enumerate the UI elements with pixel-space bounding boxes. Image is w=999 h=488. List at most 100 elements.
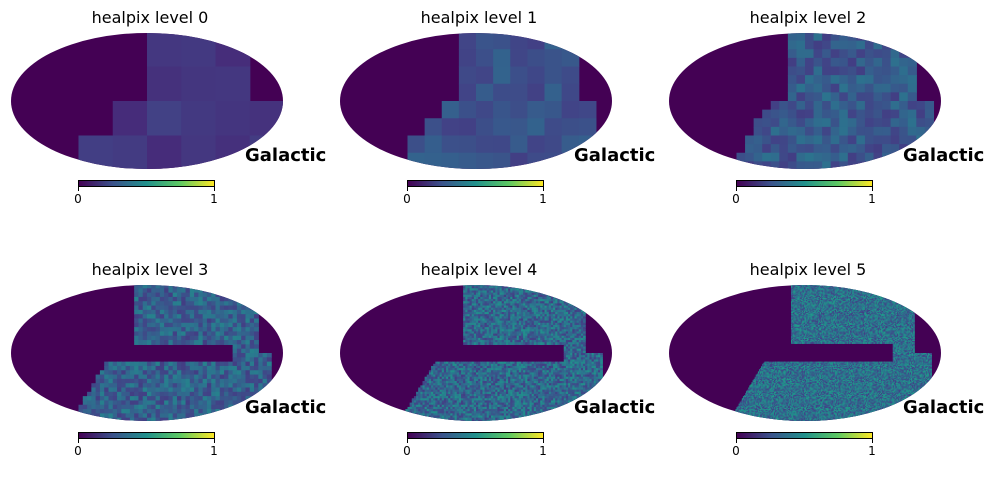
map-cell: [452, 389, 456, 393]
map-cell: [478, 292, 481, 296]
map-cell: [531, 400, 535, 404]
map-cell: [580, 335, 584, 339]
map-cell: [497, 318, 501, 322]
map-cell: [595, 357, 599, 361]
map-cell: [557, 288, 561, 292]
map-cell: [563, 301, 567, 305]
map-cell: [409, 406, 413, 410]
map-cell: [198, 361, 204, 367]
map-cell: [467, 393, 471, 397]
map-cell: [416, 396, 419, 399]
map-cell: [495, 391, 499, 395]
map-cell: [529, 391, 533, 395]
map-cell: [570, 350, 573, 354]
map-cell: [476, 101, 494, 119]
map-cell: [518, 303, 522, 307]
map-cell: [224, 370, 229, 376]
map-cell: [548, 320, 552, 324]
map-cell: [433, 400, 436, 404]
map-cell: [461, 402, 464, 406]
map-cell: [424, 387, 428, 391]
map-cell: [550, 337, 554, 341]
map-cell: [198, 374, 204, 380]
map-cell: [529, 286, 533, 289]
map-cell: [510, 296, 513, 300]
map-cell: [420, 385, 424, 389]
map-cell: [572, 299, 576, 302]
map-cell: [745, 135, 755, 145]
map-cell: [540, 378, 543, 382]
map-cell: [147, 383, 152, 389]
map-cell: [546, 316, 550, 320]
map-cell: [463, 327, 466, 330]
map-cell: [437, 378, 441, 382]
map-cell: [219, 327, 225, 333]
map-cell: [469, 294, 473, 298]
map-cell: [463, 389, 466, 393]
map-cell: [580, 294, 584, 298]
map-cell: [580, 385, 584, 389]
map-cell: [215, 285, 221, 289]
map-cell: [580, 387, 584, 391]
map-cell: [555, 396, 558, 399]
map-cell: [550, 314, 554, 317]
map-cell: [523, 324, 526, 328]
map-cell: [108, 387, 114, 393]
map-cell: [550, 305, 554, 309]
map-cell: [476, 331, 479, 335]
map-cell: [463, 296, 466, 300]
map-cell: [490, 285, 494, 287]
map-cell: [219, 331, 225, 337]
map-cell: [890, 161, 900, 169]
map-cell: [112, 409, 118, 414]
map-cell: [856, 92, 866, 102]
map-cell: [787, 75, 798, 85]
map-cell: [561, 101, 580, 119]
map-cell: [172, 383, 178, 389]
map-cell: [565, 331, 569, 335]
map-cell: [576, 286, 580, 289]
map-cell: [155, 413, 161, 419]
map-cell: [527, 316, 531, 320]
map-cell: [561, 363, 565, 367]
map-cell: [463, 340, 466, 343]
map-cell: [206, 365, 212, 371]
map-cell: [484, 327, 488, 330]
map-cell: [476, 314, 479, 317]
map-cell: [473, 329, 477, 333]
map-cell: [456, 400, 460, 404]
map-cell: [490, 406, 494, 410]
map-cell: [211, 365, 217, 371]
map-cell: [574, 350, 578, 354]
map-cell: [129, 378, 135, 384]
map-cell: [510, 303, 513, 307]
map-cell: [185, 309, 191, 315]
map-cell: [516, 309, 520, 313]
map-cell: [576, 363, 580, 367]
map-cell: [499, 314, 503, 317]
map-cell: [546, 314, 550, 317]
map-cell: [125, 374, 131, 380]
map-cell: [508, 378, 511, 382]
map-cell: [241, 331, 247, 337]
map-cell: [503, 324, 507, 328]
map-cell: [484, 378, 488, 382]
map-cell: [510, 135, 528, 154]
map-cell: [448, 383, 451, 386]
map-cell: [486, 322, 490, 326]
map-cell: [533, 402, 537, 406]
map-cell: [441, 396, 445, 399]
map-cell: [125, 370, 131, 376]
map-cell: [531, 331, 535, 335]
map-cell: [540, 398, 543, 402]
map-cell: [510, 404, 513, 408]
map-cell: [563, 357, 567, 361]
map-cell: [572, 285, 576, 287]
map-cell: [249, 365, 255, 371]
map-cell: [185, 404, 191, 410]
map-cell: [262, 387, 268, 393]
map-cell: [512, 378, 516, 382]
map-cell: [583, 299, 586, 302]
map-cell: [568, 404, 571, 408]
map-cell: [458, 83, 477, 102]
